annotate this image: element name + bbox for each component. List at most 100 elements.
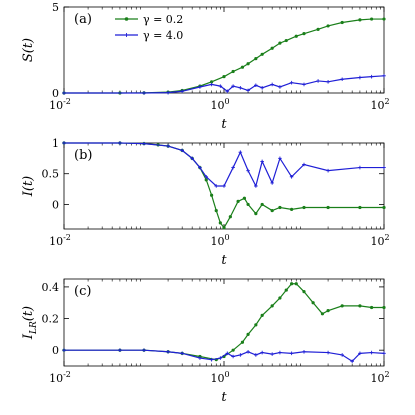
x-axis-label: t xyxy=(221,117,227,132)
x-axis-label: t xyxy=(221,253,227,268)
data-point xyxy=(270,46,274,50)
data-point xyxy=(118,141,122,145)
data-point xyxy=(326,205,330,210)
data-point xyxy=(302,82,306,87)
data-point xyxy=(311,301,315,305)
axes-box xyxy=(63,278,385,367)
data-point xyxy=(231,69,235,74)
y-axis-label: S(t) xyxy=(21,38,36,62)
data-point xyxy=(260,202,264,207)
data-point xyxy=(290,207,294,211)
data-point xyxy=(254,83,258,88)
series-line xyxy=(64,142,384,188)
data-point xyxy=(326,24,330,28)
data-point xyxy=(214,184,219,188)
data-point xyxy=(246,332,250,336)
x-tick-label: 102 xyxy=(370,370,389,385)
legend-marker xyxy=(124,33,129,37)
data-point xyxy=(278,296,282,300)
data-point xyxy=(260,350,264,355)
data-point xyxy=(340,353,344,357)
data-point xyxy=(218,356,223,360)
data-point xyxy=(358,304,362,308)
data-point xyxy=(358,18,362,22)
data-point xyxy=(118,348,122,352)
panel-label: (c) xyxy=(74,284,91,299)
data-point xyxy=(382,205,386,210)
data-point xyxy=(204,178,208,182)
data-point xyxy=(231,84,235,88)
data-point xyxy=(284,288,288,292)
panel-label: (b) xyxy=(74,148,92,163)
data-point xyxy=(278,350,282,355)
series-line xyxy=(64,18,384,94)
data-point xyxy=(198,165,202,170)
data-point xyxy=(238,353,243,357)
series-gamma-0-2 xyxy=(62,282,386,362)
x-tick-label: 10-2 xyxy=(49,233,71,248)
data-point xyxy=(320,312,325,316)
data-point xyxy=(254,212,258,216)
data-point xyxy=(210,193,214,197)
data-point xyxy=(222,75,226,79)
data-point xyxy=(228,215,232,219)
data-point xyxy=(246,62,250,66)
data-point xyxy=(214,208,218,213)
data-point xyxy=(260,52,264,56)
data-point xyxy=(240,65,245,69)
data-point xyxy=(326,168,330,173)
series-gamma-0-2 xyxy=(62,17,386,95)
data-point xyxy=(278,205,282,210)
data-point xyxy=(222,184,226,188)
data-point xyxy=(340,77,344,82)
data-point xyxy=(326,309,330,313)
data-point xyxy=(62,141,66,145)
series-gamma-4-0 xyxy=(62,74,386,95)
data-point xyxy=(238,150,243,155)
data-point xyxy=(190,156,194,161)
data-point xyxy=(225,89,230,94)
data-point xyxy=(142,141,146,146)
y-tick-label: 0 xyxy=(52,344,59,357)
data-point xyxy=(222,226,226,230)
data-point xyxy=(369,350,374,355)
data-point xyxy=(302,205,306,210)
data-point xyxy=(260,159,264,164)
data-point xyxy=(290,282,294,286)
data-point xyxy=(326,350,330,355)
data-point xyxy=(270,304,274,308)
data-point xyxy=(166,349,170,354)
panel-label: (a) xyxy=(74,12,92,27)
legend-marker xyxy=(124,17,129,21)
x-tick-label: 10-2 xyxy=(49,97,71,112)
data-point xyxy=(198,356,202,360)
data-point xyxy=(218,221,222,225)
series-gamma-4-0 xyxy=(62,141,386,188)
panel-b: 10-2 100 102 0 0.5 1 t I(t) (b) xyxy=(21,137,390,268)
data-point xyxy=(316,79,320,83)
data-point xyxy=(302,349,306,354)
data-point xyxy=(340,20,344,25)
data-point xyxy=(236,199,240,203)
data-point xyxy=(210,80,214,84)
data-point xyxy=(289,174,294,179)
data-point xyxy=(278,156,282,161)
data-point xyxy=(260,86,264,90)
data-point xyxy=(231,348,235,352)
data-point xyxy=(270,82,274,87)
data-point xyxy=(254,323,258,327)
data-point xyxy=(260,313,264,317)
x-tick-label: 102 xyxy=(370,233,389,248)
data-point xyxy=(198,85,202,89)
data-point xyxy=(62,91,66,95)
y-tick-label: 0 xyxy=(52,87,59,100)
data-point xyxy=(326,80,330,84)
y-tick-label: 0.4 xyxy=(42,281,60,294)
data-point xyxy=(382,165,386,170)
data-point xyxy=(278,85,282,89)
data-point xyxy=(209,357,214,362)
data-point xyxy=(302,162,306,167)
data-point xyxy=(204,174,209,179)
data-point xyxy=(231,354,235,359)
